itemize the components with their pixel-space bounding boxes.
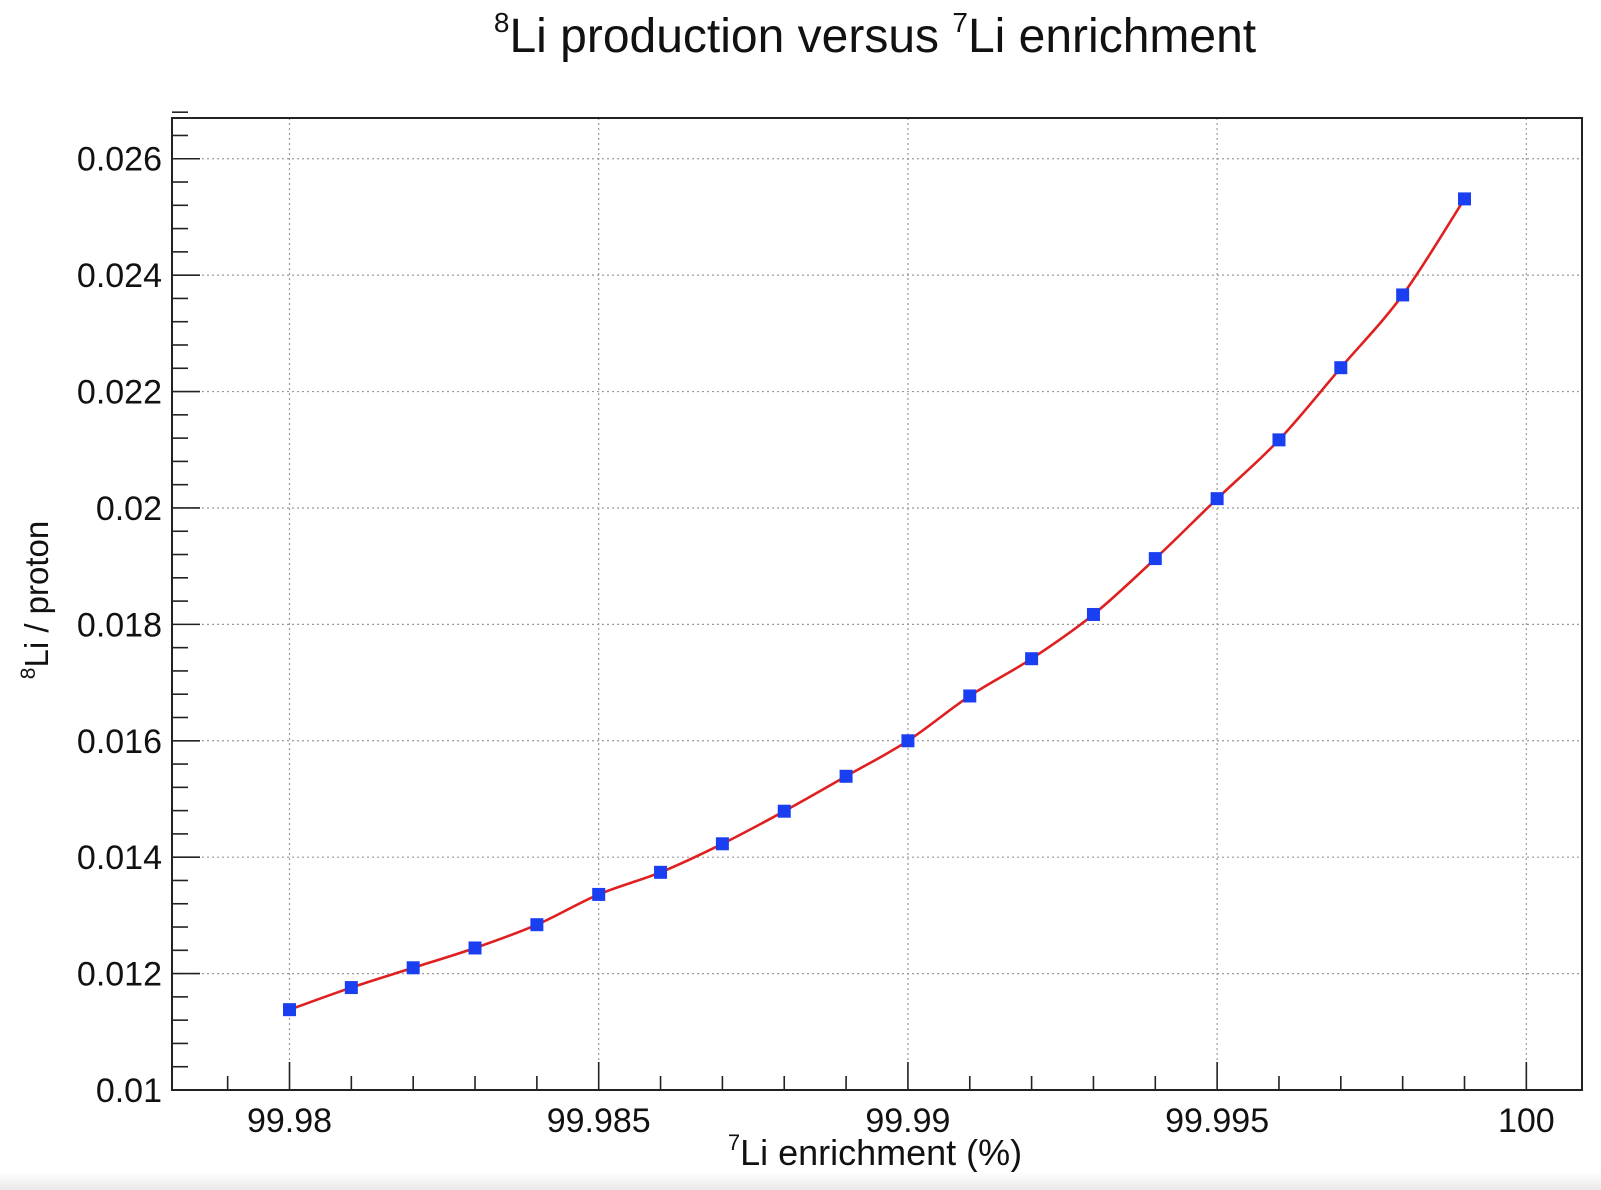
data-point — [1334, 361, 1348, 375]
data-point — [344, 981, 358, 995]
y-tick-label: 0.014 — [77, 839, 162, 877]
y-axis-label-text: Li / proton — [18, 521, 55, 668]
chart-title-sup2: 7 — [952, 7, 968, 38]
data-point — [1210, 492, 1224, 506]
data-point — [1025, 652, 1039, 666]
data-point — [839, 769, 853, 783]
y-tick-label: 0.016 — [77, 723, 162, 761]
plot-frame — [171, 117, 1583, 1091]
data-point — [468, 941, 482, 955]
x-tick-label: 99.99 — [865, 1102, 950, 1140]
data-point — [1086, 607, 1100, 621]
data-point — [1458, 192, 1471, 206]
y-tick-label: 0.01 — [96, 1072, 162, 1110]
x-axis-label: 7Li enrichment (%) — [728, 1130, 1022, 1173]
marker-layer — [283, 192, 1471, 1017]
data-point — [1272, 433, 1286, 447]
data-point — [592, 887, 606, 901]
axis-layer — [171, 111, 1583, 1091]
chart-title: 8Li production versus 7Li enrichment — [494, 7, 1256, 63]
fit-curve — [289, 198, 1466, 1011]
y-tick-label: 0.02 — [96, 490, 162, 528]
y-tick-label: 0.018 — [77, 606, 162, 644]
x-tick-label: 99.98 — [247, 1102, 332, 1140]
chart-title-part1: Li production versus — [509, 10, 952, 63]
y-axis-label-sup: 8 — [17, 668, 40, 680]
y-tick-label: 0.022 — [77, 374, 162, 412]
x-tick-label: 99.995 — [1165, 1102, 1269, 1140]
y-tick-label: 0.012 — [77, 956, 162, 994]
chart-title-sup1: 8 — [494, 7, 510, 38]
x-axis-label-text: Li enrichment (%) — [740, 1132, 1022, 1173]
x-tick-label: 100 — [1498, 1102, 1555, 1140]
data-point — [1396, 288, 1410, 302]
data-point — [283, 1003, 296, 1017]
data-point — [963, 689, 977, 703]
y-tick-label: 0.024 — [77, 257, 162, 295]
data-point — [530, 918, 544, 932]
tick-label-layer: 99.98 99.985 99.99 99.995 100 0.01 0.012 0.014 0… — [77, 141, 1555, 1140]
data-point — [654, 865, 668, 879]
x-tick-label: 99.985 — [547, 1102, 651, 1140]
data-point — [406, 961, 420, 975]
chart-title-part2: Li enrichment — [968, 10, 1256, 63]
x-axis-label-sup: 7 — [728, 1130, 740, 1155]
y-axis-label: 8Li / proton — [17, 521, 55, 679]
grid-layer — [172, 118, 1582, 1091]
data-point — [901, 734, 915, 748]
data-point — [715, 837, 729, 851]
y-tick-label: 0.026 — [77, 141, 162, 179]
data-point — [777, 804, 791, 818]
bottom-fade — [0, 1172, 1601, 1190]
data-point — [1148, 552, 1162, 566]
